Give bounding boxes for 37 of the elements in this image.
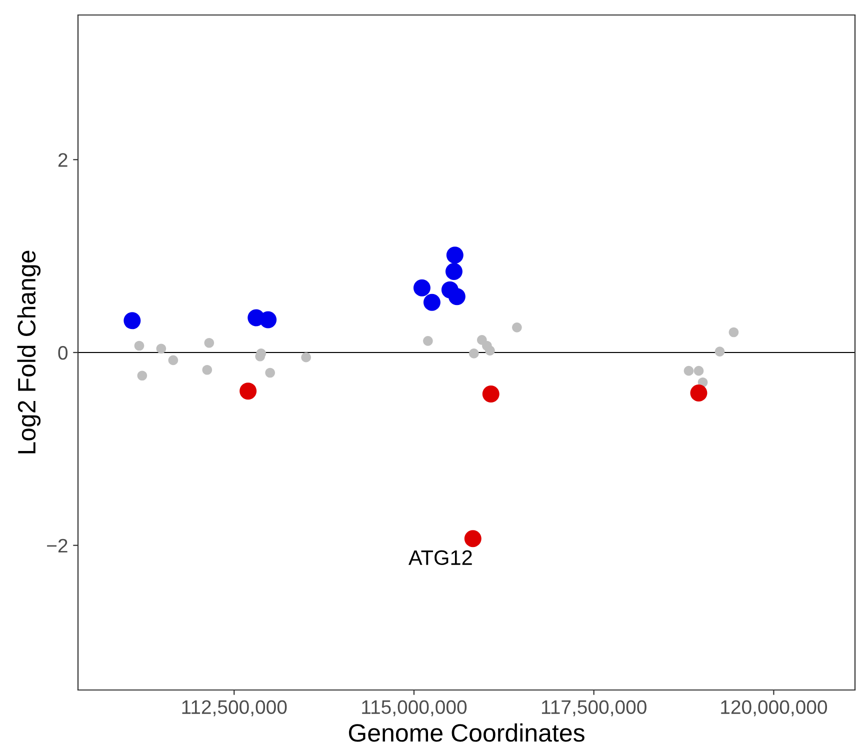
point bbox=[240, 382, 257, 400]
x-tick-label: 117,500,000 bbox=[542, 700, 646, 716]
point bbox=[448, 288, 466, 306]
point bbox=[168, 355, 178, 366]
point bbox=[204, 338, 214, 348]
point bbox=[694, 366, 704, 376]
point bbox=[202, 364, 212, 375]
x-axis-title: Genome Coordinates bbox=[348, 723, 584, 742]
y-axis-title: Log2 Fold Change bbox=[17, 250, 41, 454]
point bbox=[124, 312, 141, 330]
point bbox=[301, 352, 311, 362]
point bbox=[445, 262, 462, 280]
point bbox=[482, 385, 500, 402]
point bbox=[413, 279, 430, 296]
x-tick-label: 120,000,000 bbox=[721, 700, 828, 716]
annotation: ATG12 bbox=[408, 550, 472, 566]
point bbox=[423, 336, 433, 346]
point bbox=[156, 344, 166, 354]
point bbox=[137, 370, 148, 381]
point bbox=[423, 294, 440, 311]
point bbox=[714, 346, 725, 356]
point bbox=[728, 327, 739, 338]
point bbox=[512, 322, 522, 332]
y-tick-label: 0 bbox=[58, 346, 68, 360]
x-tick-label: 115,000,000 bbox=[362, 700, 467, 716]
point bbox=[446, 246, 464, 264]
point bbox=[469, 348, 479, 358]
point bbox=[134, 340, 144, 351]
point bbox=[464, 530, 482, 548]
point bbox=[485, 346, 495, 356]
y-tick-label: −2 bbox=[47, 538, 68, 552]
point bbox=[265, 368, 275, 378]
point bbox=[690, 384, 708, 402]
point bbox=[684, 366, 694, 376]
y-tick-label: 2 bbox=[58, 153, 68, 167]
x-tick-label: 112,500,000 bbox=[182, 700, 287, 716]
point bbox=[260, 311, 277, 328]
